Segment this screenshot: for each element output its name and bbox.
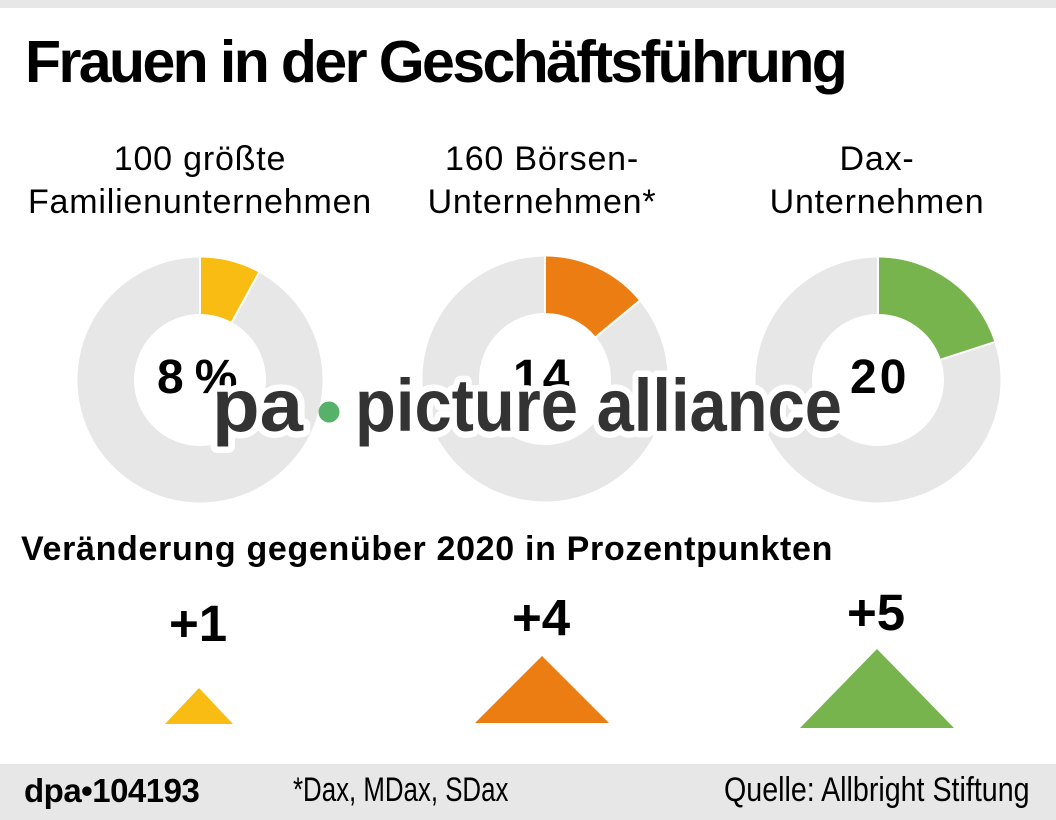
svg-text:pa: pa	[212, 364, 304, 447]
svg-text:picture alliance: picture alliance	[355, 364, 842, 447]
svg-text:picture alliance: picture alliance	[355, 364, 842, 447]
svg-text:pa: pa	[212, 364, 304, 447]
